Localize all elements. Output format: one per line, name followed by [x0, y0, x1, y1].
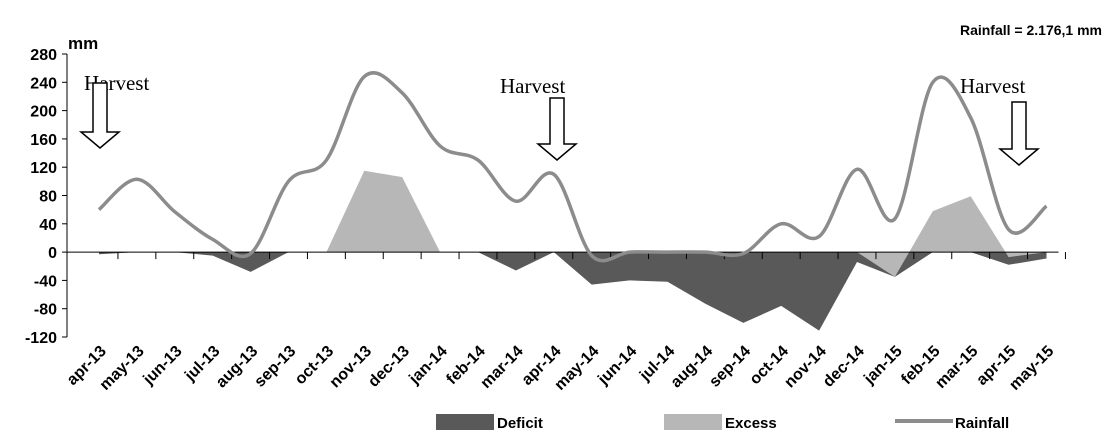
y-tick-label: -80: [34, 302, 57, 319]
x-tick-label: mar-15: [932, 343, 981, 392]
areas-layer: [99, 170, 1047, 331]
x-tick-label: aug-13: [213, 343, 262, 392]
y-tick-label: -40: [34, 273, 57, 290]
x-tick-label: nov-13: [327, 343, 376, 392]
x-tick-label: mar-14: [478, 343, 527, 392]
x-tick-label: jan-15: [860, 343, 905, 388]
rainfall-line-layer: [97, 71, 1048, 263]
axes-layer: -120-80-4004080120160200240280apr-13may-…: [25, 47, 1066, 394]
legend-swatch-excess: [664, 414, 722, 430]
y-tick-label: 280: [30, 47, 57, 64]
harvest-arrow-icon: [535, 97, 579, 161]
y-tick-label: 240: [30, 75, 57, 92]
harvest-label: Harvest: [500, 74, 565, 98]
y-tick-label: 0: [48, 245, 57, 262]
x-tick-label: sep-13: [251, 343, 299, 391]
rainfall-total: Rainfall = 2.176,1 mm: [960, 22, 1102, 38]
rainfall-line: [97, 71, 1048, 263]
harvest-arrow-icon: [78, 82, 122, 149]
y-tick-label: 120: [30, 160, 57, 177]
x-tick-label: nov-14: [781, 343, 830, 392]
x-tick-label: sep-14: [706, 343, 754, 391]
x-tick-label: aug-14: [668, 343, 717, 392]
area-deficit: [99, 252, 1047, 331]
legend-label-deficit: Deficit: [497, 415, 543, 430]
legend-label-rainfall: Rainfall: [955, 415, 1009, 430]
x-tick-label: jun-14: [594, 343, 640, 389]
harvest-arrow-icon: [997, 101, 1041, 166]
harvest-label: Harvest: [960, 74, 1025, 98]
annotations-layer: Harvest Harvest Harvest: [78, 71, 1041, 166]
legend: Deficit Excess Rainfall: [436, 414, 1009, 430]
x-tick-label: dec-14: [820, 343, 868, 391]
y-tick-label: 40: [39, 217, 57, 234]
legend-swatch-deficit: [436, 414, 494, 430]
x-tick-label: jan-14: [405, 343, 450, 388]
y-tick-label: 80: [39, 189, 57, 206]
y-axis-unit: mm: [68, 34, 98, 53]
y-tick-label: 200: [30, 104, 57, 121]
x-tick-label: dec-13: [365, 343, 413, 391]
y-tick-label: 160: [30, 132, 57, 149]
y-tick-label: -120: [25, 330, 57, 347]
x-tick-label: jun-13: [140, 343, 186, 389]
area-excess: [99, 170, 1047, 277]
legend-label-excess: Excess: [725, 415, 777, 430]
